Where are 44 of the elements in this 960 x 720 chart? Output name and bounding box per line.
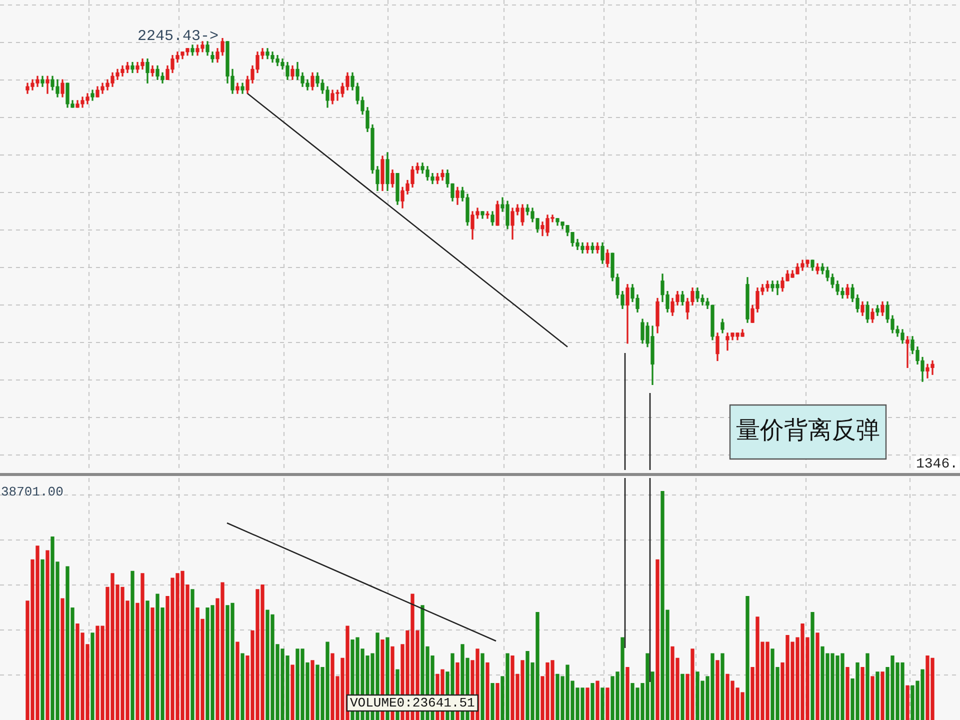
bar: [310, 660, 314, 720]
bar: [486, 662, 490, 720]
bar: [480, 653, 484, 720]
bar: [46, 550, 50, 720]
bar: [90, 632, 94, 720]
bar: [656, 559, 660, 720]
text: 1346.: [916, 456, 958, 473]
bar: [810, 612, 814, 720]
bar: [626, 667, 630, 720]
bar: [490, 683, 494, 720]
bar: [130, 570, 134, 720]
annotation: 2245.43->: [137, 28, 218, 45]
candlestick: [906, 336, 910, 368]
bar: [860, 667, 864, 720]
bar: [150, 607, 154, 720]
bar: [846, 667, 850, 720]
bar: [746, 596, 750, 720]
bar: [716, 660, 720, 720]
bar: [60, 598, 64, 720]
bar: [586, 688, 590, 720]
bar: [606, 688, 610, 720]
candlestick: [46, 76, 50, 94]
bar: [236, 642, 240, 720]
bar: [906, 685, 910, 720]
bar: [866, 653, 870, 720]
annotation: VOLUME0:23641.51: [350, 695, 476, 710]
bar: [496, 683, 500, 720]
candlestick: [486, 211, 490, 219]
bar: [680, 674, 684, 720]
bar: [146, 600, 150, 720]
bar: [600, 688, 604, 720]
bar: [596, 680, 600, 720]
bar: [870, 676, 874, 720]
bar: [590, 683, 594, 720]
bar: [720, 653, 724, 720]
bar: [816, 632, 820, 720]
bar: [40, 559, 44, 720]
bar: [290, 664, 294, 720]
bar: [190, 589, 194, 720]
text: 量价背离反弹: [736, 416, 880, 444]
bar: [876, 672, 880, 720]
bar: [880, 672, 884, 720]
annotation: 38701.00: [1, 484, 64, 500]
bar: [240, 653, 244, 720]
